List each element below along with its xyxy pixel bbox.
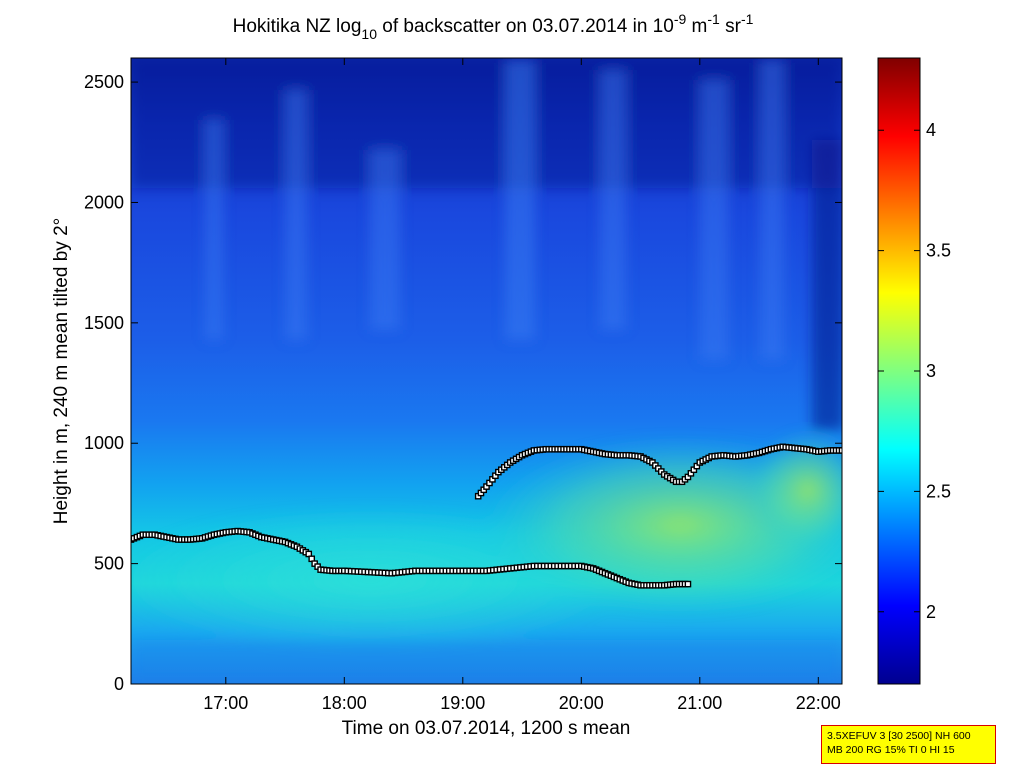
plume bbox=[700, 80, 728, 360]
parameter-line-1: 3.5XEFUV 3 [30 2500] NH 600 bbox=[827, 730, 971, 742]
x-tick-label: 18:00 bbox=[322, 693, 367, 713]
x-tick-label: 17:00 bbox=[203, 693, 248, 713]
x-tick-label: 19:00 bbox=[440, 693, 485, 713]
plume bbox=[505, 60, 535, 340]
colorbar bbox=[878, 58, 920, 684]
y-tick-label: 2500 bbox=[84, 72, 124, 92]
data-point bbox=[838, 447, 842, 454]
dark-upper-region bbox=[131, 58, 842, 188]
plume bbox=[205, 120, 223, 340]
y-axis-label: Height in m, 240 m mean tilted by 2° bbox=[51, 218, 72, 524]
x-tick-label: 20:00 bbox=[559, 693, 604, 713]
data-point bbox=[684, 580, 692, 588]
colorbar-tick-label: 2 bbox=[926, 602, 936, 622]
colorbar-tick-label: 4 bbox=[926, 120, 936, 140]
series-lower-layer-height bbox=[131, 527, 692, 589]
colorbar-tick-label: 2.5 bbox=[926, 481, 951, 501]
y-tick-label: 2000 bbox=[84, 192, 124, 212]
y-tick-label: 0 bbox=[114, 674, 124, 694]
chart-title: Hokitika NZ log10 of backscatter on 03.0… bbox=[233, 11, 754, 42]
parameter-line-2: MB 200 RG 15% TI 0 HI 15 bbox=[827, 744, 955, 756]
x-tick-label: 22:00 bbox=[796, 693, 841, 713]
dark-right-edge bbox=[812, 140, 842, 430]
heatmap-area bbox=[131, 58, 842, 684]
colorbar-tick-label: 3.5 bbox=[926, 241, 951, 261]
texture-layer bbox=[131, 58, 842, 684]
y-tick-label: 1500 bbox=[84, 313, 124, 333]
ground-band bbox=[131, 640, 842, 684]
x-tick-label: 21:00 bbox=[677, 693, 722, 713]
plume bbox=[285, 90, 307, 340]
plume bbox=[760, 60, 784, 360]
x-axis-label: Time on 03.07.2014, 1200 s mean bbox=[342, 718, 631, 739]
colorbar-axis: 2 2.5 3 3.5 4 bbox=[878, 120, 951, 622]
parameter-box: 3.5XEFUV 3 [30 2500] NH 600 MB 200 RG 15… bbox=[821, 725, 996, 764]
colorbar-tick-label: 3 bbox=[926, 361, 936, 381]
aerosol-hotspot bbox=[748, 430, 842, 550]
y-tick-label: 1000 bbox=[84, 433, 124, 453]
y-axis: 0 500 1000 1500 2000 2500 bbox=[84, 72, 842, 694]
series-upper-layer-height bbox=[474, 443, 842, 500]
plume bbox=[370, 150, 400, 330]
layer-height-markers bbox=[131, 443, 842, 589]
plume bbox=[600, 70, 626, 330]
plot-frame bbox=[130, 57, 843, 685]
y-tick-label: 500 bbox=[94, 554, 124, 574]
x-axis: 17:00 18:00 19:00 20:00 21:00 22:00 bbox=[203, 58, 841, 713]
